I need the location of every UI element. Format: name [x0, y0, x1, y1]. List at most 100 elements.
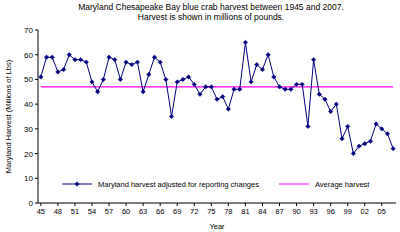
marker — [232, 87, 236, 91]
series-line — [41, 86, 393, 87]
x-tick — [74, 203, 75, 206]
y-axis-label: Maryland Harvest (Millions of Lbs) — [4, 59, 13, 173]
marker — [363, 141, 367, 145]
x-tick — [40, 203, 41, 206]
marker — [294, 82, 298, 86]
x-tick-label: 51 — [71, 207, 79, 216]
x-tick-label: 78 — [224, 207, 232, 216]
x-tick-label: 54 — [88, 207, 96, 216]
marker — [272, 75, 276, 79]
marker — [147, 72, 151, 76]
legend-label: Average harvest — [315, 180, 370, 189]
y-tick-label: 50 — [24, 75, 33, 84]
marker — [289, 87, 293, 91]
x-tick-label: 96 — [326, 207, 334, 216]
x-tick — [143, 203, 144, 206]
marker — [226, 107, 230, 111]
y-axis — [38, 30, 39, 203]
marker — [249, 80, 253, 84]
x-tick-label: 93 — [309, 207, 317, 216]
marker — [175, 80, 179, 84]
x-tick-label: 48 — [54, 207, 62, 216]
marker — [130, 62, 134, 66]
marker — [277, 85, 281, 89]
x-tick — [364, 203, 365, 206]
x-tick — [313, 203, 314, 206]
marker — [300, 82, 304, 86]
y-tick-label: 70 — [24, 26, 33, 35]
x-tick-label: 69 — [173, 207, 181, 216]
x-tick — [109, 203, 110, 206]
marker — [158, 60, 162, 64]
series-line — [41, 42, 393, 153]
x-tick — [177, 203, 178, 206]
y-tick-label: 0 — [29, 199, 34, 208]
legend: Maryland harvest adjusted for reporting … — [62, 180, 370, 189]
title: Maryland Chesapeake Bay blue crab harves… — [78, 2, 344, 12]
marker — [44, 55, 48, 59]
x-tick-label: 72 — [190, 207, 198, 216]
background — [0, 0, 400, 232]
marker — [215, 97, 219, 101]
marker — [340, 137, 344, 141]
marker — [84, 60, 88, 64]
x-tick-label: 57 — [105, 207, 113, 216]
x-tick-label: 66 — [156, 207, 164, 216]
y-tick-label: 60 — [24, 51, 33, 60]
subtitle: Harvest is shown in millions of pounds. — [138, 12, 284, 22]
marker — [78, 57, 82, 61]
marker — [328, 109, 332, 113]
marker — [374, 122, 378, 126]
marker — [192, 82, 196, 86]
x-tick — [160, 203, 161, 206]
x-tick — [228, 203, 229, 206]
x-tick — [279, 203, 280, 206]
marker — [135, 60, 139, 64]
marker — [95, 90, 99, 94]
marker — [209, 85, 213, 89]
marker — [306, 124, 310, 128]
x-tick-label: 63 — [139, 207, 147, 216]
y-tick-label: 30 — [24, 125, 33, 134]
marker — [186, 75, 190, 79]
x-tick — [211, 203, 212, 206]
marker — [118, 77, 122, 81]
marker — [67, 53, 71, 57]
marker — [152, 55, 156, 59]
marker — [203, 85, 207, 89]
marker — [39, 75, 43, 79]
x-tick-label: 02 — [361, 207, 369, 216]
marker — [351, 151, 355, 155]
marker — [323, 97, 327, 101]
x-tick — [57, 203, 58, 206]
x-tick — [296, 203, 297, 206]
y-tick-label: 10 — [24, 174, 33, 183]
marker — [266, 53, 270, 57]
x-tick — [347, 203, 348, 206]
x-tick-label: 60 — [122, 207, 130, 216]
marker — [56, 70, 60, 74]
marker — [238, 87, 242, 91]
marker — [243, 40, 247, 44]
x-tick — [194, 203, 195, 206]
marker — [107, 55, 111, 59]
x-tick — [91, 203, 92, 206]
x-axis-label: Year — [209, 222, 225, 231]
x-tick-label: 45 — [37, 207, 45, 216]
marker — [380, 127, 384, 131]
marker — [198, 92, 202, 96]
marker — [334, 102, 338, 106]
marker — [317, 92, 321, 96]
chart: Maryland Chesapeake Bay blue crab harves… — [0, 0, 400, 232]
marker — [90, 80, 94, 84]
x-tick-label: 90 — [292, 207, 300, 216]
marker — [311, 57, 315, 61]
x-tick-label: 75 — [207, 207, 215, 216]
x-tick — [126, 203, 127, 206]
marker — [368, 139, 372, 143]
y-tick-label: 40 — [24, 100, 33, 109]
marker — [260, 67, 264, 71]
marker — [164, 77, 168, 81]
x-tick-label: 99 — [344, 207, 352, 216]
marker — [220, 95, 224, 99]
